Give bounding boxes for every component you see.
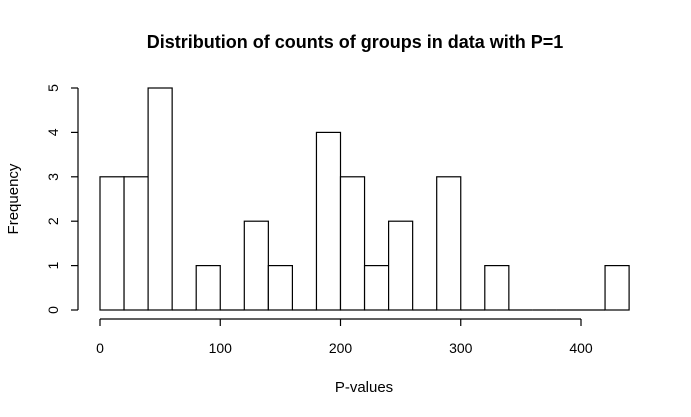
y-tick-label: 1 — [45, 261, 61, 269]
chart-title: Distribution of counts of groups in data… — [147, 32, 564, 52]
histogram-bar — [267, 265, 294, 311]
histogram-bar — [436, 176, 462, 311]
y-axis: 0 1 2 3 4 5 — [45, 84, 79, 314]
x-tick-label: 100 — [209, 340, 233, 356]
histogram-bar — [388, 220, 414, 311]
y-tick-label: 4 — [45, 128, 61, 136]
y-axis-label: Frequency — [5, 163, 22, 234]
x-tick-label: 300 — [449, 340, 473, 356]
y-tick-label: 2 — [45, 217, 61, 225]
y-tick-label: 3 — [45, 173, 61, 181]
y-tick-label: 5 — [45, 84, 61, 92]
x-tick-label: 200 — [329, 340, 353, 356]
histogram-bar — [147, 87, 173, 311]
histogram-bar — [604, 265, 630, 311]
x-tick-label: 400 — [569, 340, 593, 356]
histogram-bar — [243, 220, 269, 311]
histogram-bar — [99, 176, 125, 311]
histogram-bar — [363, 265, 390, 311]
histogram-bar — [339, 176, 366, 311]
histogram-bar — [195, 265, 221, 311]
x-axis-label: P-values — [335, 379, 393, 396]
histogram-bar — [123, 176, 149, 311]
x-tick-label: 0 — [96, 340, 104, 356]
bars-group — [99, 87, 630, 311]
y-tick-label: 0 — [45, 306, 61, 314]
histogram-bar — [484, 265, 510, 311]
histogram-bar — [315, 131, 342, 311]
x-axis: 0 100 200 300 400 — [96, 318, 593, 356]
